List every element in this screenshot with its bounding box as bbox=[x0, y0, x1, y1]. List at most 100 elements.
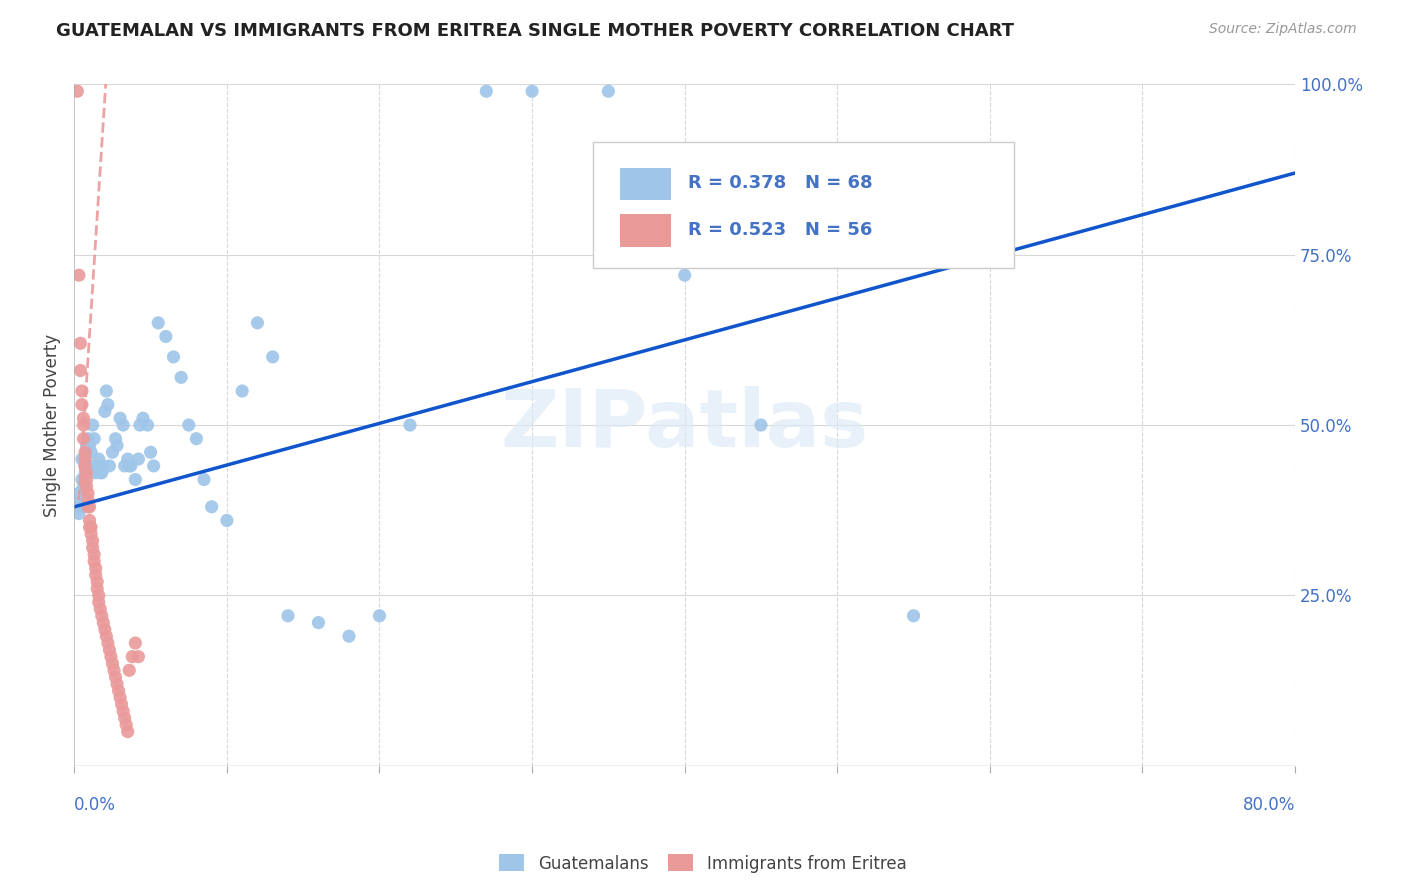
Point bbox=[101, 657, 124, 671]
Point bbox=[127, 649, 149, 664]
Point bbox=[118, 663, 141, 677]
Point bbox=[98, 458, 121, 473]
Point bbox=[72, 411, 94, 425]
Point bbox=[82, 541, 104, 555]
Point bbox=[104, 670, 127, 684]
Point bbox=[108, 411, 131, 425]
Point bbox=[598, 84, 620, 98]
Point bbox=[77, 493, 100, 508]
Point bbox=[86, 582, 108, 596]
Point bbox=[70, 473, 93, 487]
Point bbox=[82, 533, 104, 548]
Point bbox=[86, 458, 108, 473]
Point bbox=[73, 445, 96, 459]
Point bbox=[139, 445, 162, 459]
Point bbox=[193, 473, 215, 487]
Point bbox=[97, 398, 120, 412]
Point bbox=[903, 608, 925, 623]
Point bbox=[114, 458, 136, 473]
Point bbox=[112, 418, 135, 433]
Point bbox=[105, 438, 128, 452]
Text: 80.0%: 80.0% bbox=[1243, 797, 1295, 814]
Point bbox=[148, 316, 170, 330]
Point bbox=[98, 643, 121, 657]
Point bbox=[84, 568, 107, 582]
Point bbox=[73, 452, 96, 467]
Point bbox=[73, 458, 96, 473]
Point bbox=[127, 452, 149, 467]
Point bbox=[69, 363, 91, 377]
Point bbox=[124, 473, 146, 487]
Point bbox=[121, 649, 143, 664]
Point bbox=[73, 458, 96, 473]
Point bbox=[79, 458, 101, 473]
Point bbox=[89, 466, 111, 480]
Point bbox=[79, 520, 101, 534]
Point bbox=[83, 432, 105, 446]
Point bbox=[70, 398, 93, 412]
Point bbox=[129, 418, 152, 433]
Point bbox=[77, 432, 100, 446]
Point bbox=[673, 268, 696, 282]
Point bbox=[101, 445, 124, 459]
Point bbox=[66, 496, 89, 510]
Point bbox=[72, 432, 94, 446]
Point bbox=[94, 623, 117, 637]
Point bbox=[177, 418, 200, 433]
Point bbox=[262, 350, 284, 364]
Point bbox=[76, 473, 98, 487]
Text: 0.0%: 0.0% bbox=[75, 797, 117, 814]
Point bbox=[91, 615, 114, 630]
Point bbox=[201, 500, 224, 514]
Point bbox=[368, 608, 391, 623]
Point bbox=[70, 452, 93, 467]
Point bbox=[94, 404, 117, 418]
Point bbox=[96, 629, 118, 643]
Point bbox=[91, 458, 114, 473]
Point bbox=[84, 561, 107, 575]
Point bbox=[118, 458, 141, 473]
Point bbox=[115, 718, 138, 732]
Point bbox=[69, 336, 91, 351]
Point bbox=[80, 445, 103, 459]
Point bbox=[399, 418, 422, 433]
Point bbox=[87, 452, 110, 467]
Point bbox=[749, 418, 772, 433]
Point bbox=[155, 329, 177, 343]
Point bbox=[90, 466, 112, 480]
Point bbox=[96, 384, 118, 398]
Point bbox=[72, 500, 94, 514]
Point bbox=[79, 438, 101, 452]
Point bbox=[100, 649, 122, 664]
Point bbox=[76, 438, 98, 452]
Legend: Guatemalans, Immigrants from Eritrea: Guatemalans, Immigrants from Eritrea bbox=[494, 847, 912, 880]
Point bbox=[132, 411, 155, 425]
Text: R = 0.378   N = 68: R = 0.378 N = 68 bbox=[689, 174, 873, 192]
Point bbox=[120, 458, 142, 473]
Point bbox=[231, 384, 253, 398]
Point bbox=[105, 677, 128, 691]
Text: GUATEMALAN VS IMMIGRANTS FROM ERITREA SINGLE MOTHER POVERTY CORRELATION CHART: GUATEMALAN VS IMMIGRANTS FROM ERITREA SI… bbox=[56, 22, 1014, 40]
Point bbox=[104, 432, 127, 446]
Point bbox=[117, 452, 139, 467]
Point bbox=[337, 629, 360, 643]
Text: R = 0.523   N = 56: R = 0.523 N = 56 bbox=[689, 220, 873, 238]
Bar bbox=[620, 214, 671, 246]
Point bbox=[103, 663, 125, 677]
Point bbox=[76, 479, 98, 493]
Point bbox=[80, 520, 103, 534]
Bar bbox=[620, 168, 671, 200]
Point bbox=[136, 418, 159, 433]
Point bbox=[67, 268, 90, 282]
Point bbox=[117, 724, 139, 739]
Point bbox=[76, 466, 98, 480]
Point bbox=[87, 588, 110, 602]
Point bbox=[170, 370, 193, 384]
Point bbox=[89, 602, 111, 616]
Point bbox=[87, 595, 110, 609]
FancyBboxPatch shape bbox=[593, 143, 1014, 268]
Point bbox=[86, 574, 108, 589]
Point bbox=[83, 548, 105, 562]
Point bbox=[90, 608, 112, 623]
Point bbox=[97, 636, 120, 650]
